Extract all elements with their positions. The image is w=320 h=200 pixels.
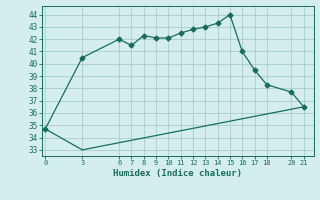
X-axis label: Humidex (Indice chaleur): Humidex (Indice chaleur) [113, 169, 242, 178]
